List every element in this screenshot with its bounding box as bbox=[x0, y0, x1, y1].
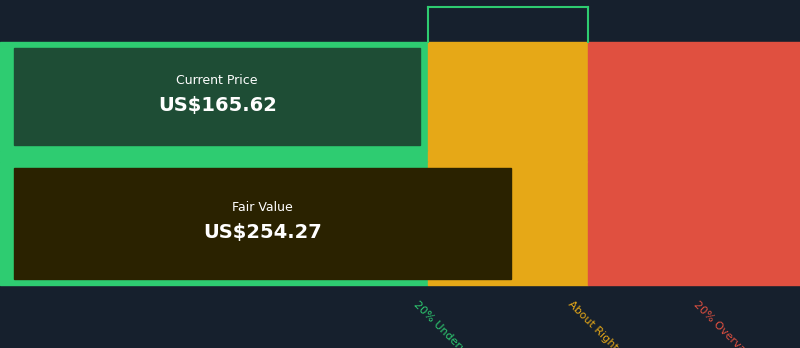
Bar bbox=[14, 48, 420, 145]
Text: US$165.62: US$165.62 bbox=[158, 96, 277, 115]
Text: 20% Overvalued: 20% Overvalued bbox=[692, 299, 765, 348]
Bar bbox=[588, 162, 800, 285]
Bar bbox=[0, 42, 428, 151]
Text: US$254.27: US$254.27 bbox=[203, 223, 322, 242]
Bar bbox=[588, 151, 800, 162]
Bar bbox=[0, 151, 428, 162]
Bar bbox=[588, 42, 800, 151]
Bar bbox=[428, 42, 588, 151]
Text: Current Price: Current Price bbox=[177, 74, 258, 87]
Bar bbox=[14, 168, 511, 279]
Text: About Right: About Right bbox=[566, 299, 620, 348]
Bar bbox=[428, 162, 588, 285]
Text: 20% Undervalued: 20% Undervalued bbox=[412, 299, 490, 348]
Bar bbox=[428, 151, 588, 162]
Text: Fair Value: Fair Value bbox=[233, 201, 293, 214]
Bar bbox=[0, 162, 428, 285]
